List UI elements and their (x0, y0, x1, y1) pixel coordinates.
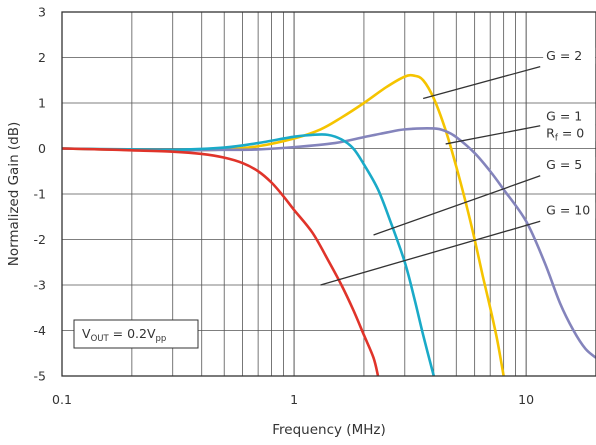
annotation-line-g1 (445, 125, 541, 145)
annotation-bg-g10 (543, 202, 596, 219)
y-tick-label: -2 (34, 232, 46, 247)
plot-frame (61, 11, 596, 377)
series-line-g10 (61, 147, 380, 377)
rf-sub: f (555, 133, 559, 143)
rf-main: R (546, 125, 555, 140)
y-tick-label: -3 (34, 278, 46, 293)
condition-box-frame (73, 319, 199, 349)
annotation-label-g5: G = 5 (546, 157, 582, 172)
annotation-line-g2 (423, 65, 541, 100)
annotation-bg-g1 (543, 108, 596, 125)
annotation-label-g10: G = 10 (546, 202, 590, 217)
y-tick-label: -4 (34, 323, 47, 338)
y-tick-label: 1 (38, 96, 46, 111)
annotation-bg-g2 (543, 47, 596, 64)
y-tick-label: 2 (38, 50, 46, 65)
condition-mid-sub: pp (156, 334, 167, 344)
rf-rest: = 0 (558, 125, 584, 140)
series-layer (61, 73, 596, 377)
y-tick-label: -5 (34, 369, 46, 384)
x-axis-title: Frequency (MHz) (272, 422, 385, 438)
condition-box: VOUT = 0.2Vpp (73, 319, 199, 349)
annotation-line-g5 (373, 175, 541, 236)
x-tick-label: 1 (290, 392, 298, 407)
annotation-bg-g5 (543, 156, 596, 173)
series-line-g5 (61, 133, 436, 377)
annotation-label-g2: G = 2 (546, 48, 582, 63)
annotation-bg-g1-sub (543, 125, 596, 142)
y-tick-label: 3 (38, 5, 46, 20)
y-axis-title: Normalized Gain (dB) (6, 122, 22, 267)
annotation-label-g1-rf: Rf = 0 (546, 125, 584, 143)
x-tick-label: 10 (518, 392, 534, 407)
condition-mid: = 0.2V (109, 326, 156, 341)
annotation-labels: G = 2 G = 1 Rf = 0 G = 5 G = 10 (543, 47, 596, 219)
condition-main: V (82, 326, 91, 341)
annotation-lines (320, 65, 541, 286)
grid (61, 11, 596, 377)
y-tick-label: -1 (34, 187, 46, 202)
series-line-g1 (61, 127, 596, 359)
condition-text: VOUT = 0.2Vpp (82, 326, 166, 344)
y-tick-labels: 3 2 1 0 -1 -2 -3 -4 -5 (34, 5, 47, 384)
condition-main-sub: OUT (91, 334, 110, 344)
x-tick-label: 0.1 (52, 392, 72, 407)
x-tick-labels: 0.1 1 10 (52, 392, 534, 407)
annotation-line-g10 (320, 220, 541, 286)
y-tick-label: 0 (38, 141, 46, 156)
annotation-label-g1: G = 1 (546, 108, 582, 123)
